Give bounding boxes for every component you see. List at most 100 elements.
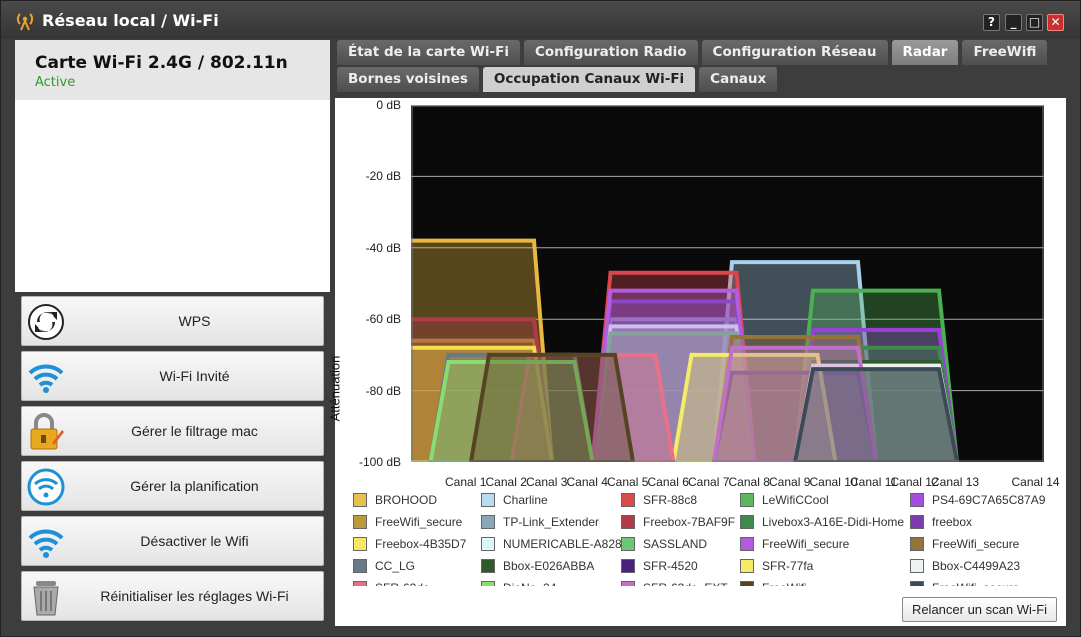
legend-item[interactable]: Freebox-4B35D7	[353, 536, 466, 552]
legend-item[interactable]: SFR-88c8	[621, 492, 697, 508]
legend-label: BROHOOD	[375, 493, 438, 507]
legend-swatch	[353, 515, 367, 529]
guest-wifi-button[interactable]: Wi-Fi Invité	[21, 351, 324, 401]
legend-label: PS4-69C7A65C87A9	[932, 493, 1046, 507]
network-area[interactable]	[468, 352, 636, 462]
x-tick-label: Canal 14	[1011, 475, 1060, 489]
network-area[interactable]	[590, 288, 757, 462]
network-area[interactable]	[711, 260, 879, 462]
wifi-card-header[interactable]: Carte Wi-Fi 2.4G / 802.11n Active	[15, 40, 330, 100]
legend-item[interactable]: DieNo_24	[481, 580, 556, 586]
legend-item[interactable]: FreeWifi	[740, 580, 807, 586]
tab-config-radio[interactable]: Configuration Radio	[523, 40, 698, 65]
legend-label: FreeWifi_secure	[932, 581, 1019, 586]
legend-swatch	[481, 581, 495, 586]
schedule-button[interactable]: Gérer la planification	[21, 461, 324, 511]
legend-label: LeWifiCCool	[762, 493, 829, 507]
guest-wifi-label: Wi-Fi Invité	[159, 368, 230, 384]
disable-wifi-button[interactable]: Désactiver le Wifi	[21, 516, 324, 566]
legend-item[interactable]: Bbox-E026ABBA	[481, 558, 594, 574]
mac-filter-button[interactable]: Gérer le filtrage mac	[21, 406, 324, 456]
legend-label: Bbox-E026ABBA	[503, 559, 595, 573]
wifi-icon	[28, 364, 64, 393]
legend-swatch	[353, 581, 367, 586]
network-area[interactable]	[711, 345, 879, 462]
legend-swatch	[740, 537, 754, 551]
network-area[interactable]	[428, 360, 595, 462]
tab-radar[interactable]: Radar	[891, 40, 959, 65]
reset-wifi-button[interactable]: Réinitialiser les réglages Wi-Fi	[21, 571, 324, 621]
y-tick-label: -40 dB	[365, 240, 401, 255]
x-tick-label: Canal 10	[809, 475, 858, 489]
legend-item[interactable]: CC_LG	[353, 558, 415, 574]
tab-occupation-canaux[interactable]: Occupation Canaux Wi-Fi	[482, 67, 696, 92]
maximize-button[interactable]: □	[1026, 14, 1043, 31]
title-bar: Réseau local / Wi-Fi ? _ □ ✕	[1, 1, 1080, 39]
legend-label: freebox	[932, 515, 973, 529]
legend-item[interactable]: SFR-4520	[621, 558, 698, 574]
legend-item[interactable]: Freebox-7BAF9F	[621, 514, 735, 530]
legend-item[interactable]: PS4-69C7A65C87A9	[910, 492, 1045, 508]
legend-swatch	[621, 515, 635, 529]
legend-item[interactable]: Livebox3-A16E-Didi-Home	[740, 514, 904, 530]
legend-item[interactable]: FreeWifi_secure	[910, 536, 1019, 552]
legend-label: Freebox-7BAF9F	[643, 515, 736, 529]
network-area[interactable]	[792, 367, 960, 462]
x-tick-label: Canal 13	[931, 475, 980, 489]
network-area[interactable]	[590, 331, 757, 462]
tabs-row-1: État de la carte Wi-Fi Configuration Rad…	[337, 40, 1048, 65]
legend-item[interactable]: FreeWifi_secure	[740, 536, 849, 552]
wps-button[interactable]: WPS	[21, 296, 324, 346]
reset-wifi-label: Réinitialiser les réglages Wi-Fi	[100, 588, 289, 604]
rescan-button[interactable]: Relancer un scan Wi-Fi	[902, 597, 1057, 622]
tab-bornes-voisines[interactable]: Bornes voisines	[337, 67, 479, 92]
network-area[interactable]	[411, 238, 555, 462]
network-area[interactable]	[711, 370, 879, 462]
x-tick-label: Canal 3	[526, 475, 568, 489]
legend-item[interactable]: SFR-77fa	[740, 558, 813, 574]
legend-swatch	[910, 537, 924, 551]
legend-item[interactable]: TP-Link_Extender	[481, 514, 599, 530]
legend-label: TP-Link_Extender	[503, 515, 600, 529]
x-tick-label: Canal 8	[728, 475, 770, 489]
close-button[interactable]: ✕	[1047, 14, 1064, 31]
tab-freewifi[interactable]: FreeWifi	[962, 40, 1048, 65]
schedule-label: Gérer la planification	[130, 478, 259, 494]
network-area[interactable]	[509, 352, 676, 462]
legend-swatch	[910, 559, 924, 573]
disable-wifi-label: Désactiver le Wifi	[140, 533, 249, 549]
legend-item[interactable]: SFR-63de	[353, 580, 430, 586]
legend-item[interactable]: freebox	[910, 514, 972, 530]
legend-swatch	[740, 581, 754, 586]
wifi-card-status: Active	[35, 75, 76, 90]
legend-label: CC_LG	[375, 559, 416, 573]
legend-swatch	[621, 581, 635, 586]
legend-label: Bbox-C4499A23	[932, 559, 1021, 573]
legend-label: Livebox3-A16E-Didi-Home	[762, 515, 905, 529]
legend-item[interactable]: FreeWifi_secure	[353, 514, 462, 530]
network-area[interactable]	[671, 352, 838, 462]
legend-item[interactable]: Bbox-C4499A23	[910, 558, 1020, 574]
tab-config-reseau[interactable]: Configuration Réseau	[701, 40, 888, 65]
legend-label: FreeWifi_secure	[932, 537, 1020, 551]
tab-canaux[interactable]: Canaux	[699, 67, 778, 92]
legend-item[interactable]: Charline	[481, 492, 548, 508]
legend-item[interactable]: NUMERICABLE-A828	[481, 536, 622, 552]
legend-swatch	[621, 537, 635, 551]
x-tick-label: Canal 1	[445, 475, 487, 489]
help-button[interactable]: ?	[983, 14, 1000, 31]
legend-label: SFR-63de_EXT	[643, 581, 728, 586]
legend-item[interactable]: SFR-63de_EXT	[621, 580, 728, 586]
legend-swatch	[481, 493, 495, 507]
legend-item[interactable]: BROHOOD	[353, 492, 437, 508]
legend-item[interactable]: SASSLAND	[621, 536, 707, 552]
legend-label: NUMERICABLE-A828	[503, 537, 622, 551]
minimize-button[interactable]: _	[1005, 14, 1022, 31]
legend-item[interactable]: FreeWifi_secure	[910, 580, 1019, 586]
legend-swatch	[621, 493, 635, 507]
legend-swatch	[910, 581, 924, 586]
tab-etat[interactable]: État de la carte Wi-Fi	[337, 40, 520, 65]
legend-label: DieNo_24	[503, 581, 556, 586]
legend-item[interactable]: LeWifiCCool	[740, 492, 829, 508]
